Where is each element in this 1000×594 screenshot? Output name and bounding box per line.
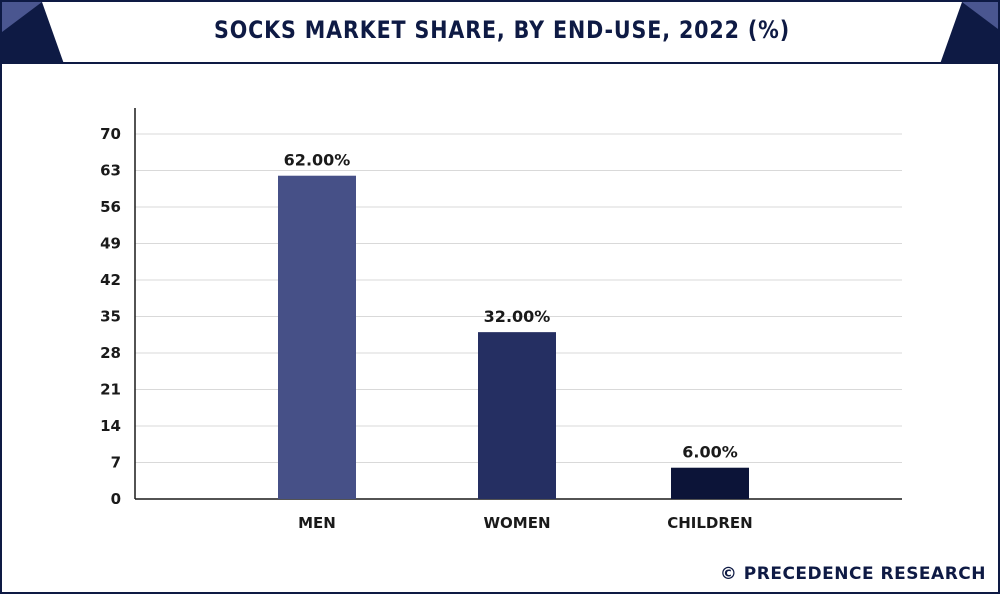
source-credit: © PRECEDENCE RESEARCH xyxy=(719,564,986,584)
y-tick-label: 0 xyxy=(111,490,121,508)
header-band xyxy=(2,2,998,64)
y-tick-label: 21 xyxy=(100,381,121,399)
y-tick-label: 28 xyxy=(100,344,121,362)
y-tick-label: 49 xyxy=(100,235,121,253)
y-tick-label: 56 xyxy=(100,198,121,216)
bar-layer xyxy=(278,175,749,499)
bar-men xyxy=(278,175,356,499)
bar-women xyxy=(478,332,556,499)
header-divider xyxy=(2,62,998,64)
data-label: 6.00% xyxy=(682,443,738,462)
y-tick-label: 35 xyxy=(100,308,121,326)
chart-title: SOCKS MARKET SHARE, BY END-USE, 2022 (%) xyxy=(213,16,791,44)
header-right-light xyxy=(962,2,998,29)
x-category-label: WOMEN xyxy=(483,514,550,532)
bar-children xyxy=(671,467,749,499)
header-left-light xyxy=(2,2,42,32)
data-label: 32.00% xyxy=(484,307,551,326)
data-label: 62.00% xyxy=(284,151,351,170)
label-layer: 0 7 14 21 28 35 42 49 56 63 70 62.00% MEN 32.00% WOMEN… xyxy=(100,125,753,532)
y-tick-label: 63 xyxy=(100,162,121,180)
y-tick-label: 14 xyxy=(100,417,121,435)
y-tick-label: 7 xyxy=(111,454,121,472)
x-category-label: CHILDREN xyxy=(667,514,753,532)
x-category-label: MEN xyxy=(298,514,336,532)
y-tick-label: 70 xyxy=(100,125,121,143)
y-tick-label: 42 xyxy=(100,271,121,289)
